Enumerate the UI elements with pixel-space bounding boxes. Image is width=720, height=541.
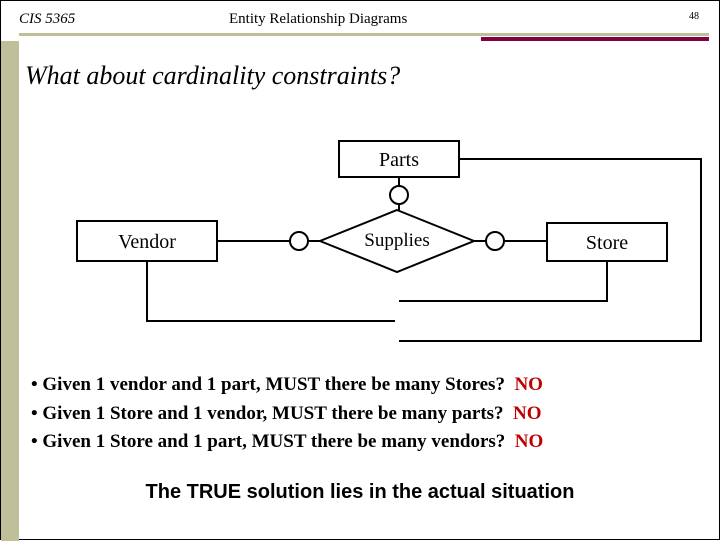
bullet-text: Given 1 Store and 1 part, MUST there be … [42,431,505,452]
relationship-supplies-label: Supplies [364,230,429,251]
header-rule-olive [19,33,709,36]
header-page-number: 48 [689,11,699,22]
slide: CIS 5365 Entity Relationship Diagrams 48… [0,0,720,540]
cardinality-circle-left [290,232,308,250]
bullet-answer: NO [514,371,554,400]
bullet-text: Given 1 vendor and 1 part, MUST there be… [42,374,505,395]
bullet-answer: NO [513,400,553,429]
slide-heading: What about cardinality constraints? [25,61,400,91]
footer-statement: The TRUE solution lies in the actual sit… [1,481,719,504]
cardinality-circle-right [486,232,504,250]
bullet-item: • Given 1 vendor and 1 part, MUST there … [31,371,555,400]
header-rule-maroon [481,37,709,41]
entity-vendor-label: Vendor [118,231,176,253]
entity-parts-label: Parts [379,149,419,171]
connector-vendor-bottom [147,261,395,321]
header-topic: Entity Relationship Diagrams [229,11,407,28]
cardinality-circle-top [390,186,408,204]
bullet-answer: NO [515,428,555,457]
bullet-item: • Given 1 Store and 1 vendor, MUST there… [31,400,555,429]
bullet-list: • Given 1 vendor and 1 part, MUST there … [31,371,555,457]
header-course: CIS 5365 [19,11,75,28]
bullet-item: • Given 1 Store and 1 part, MUST there b… [31,428,555,457]
er-diagram: Parts Vendor Supplies Store [1,111,720,351]
entity-store-label: Store [586,232,628,254]
bullet-text: Given 1 Store and 1 vendor, MUST there b… [42,403,503,424]
connector-store-bottom [399,261,607,301]
